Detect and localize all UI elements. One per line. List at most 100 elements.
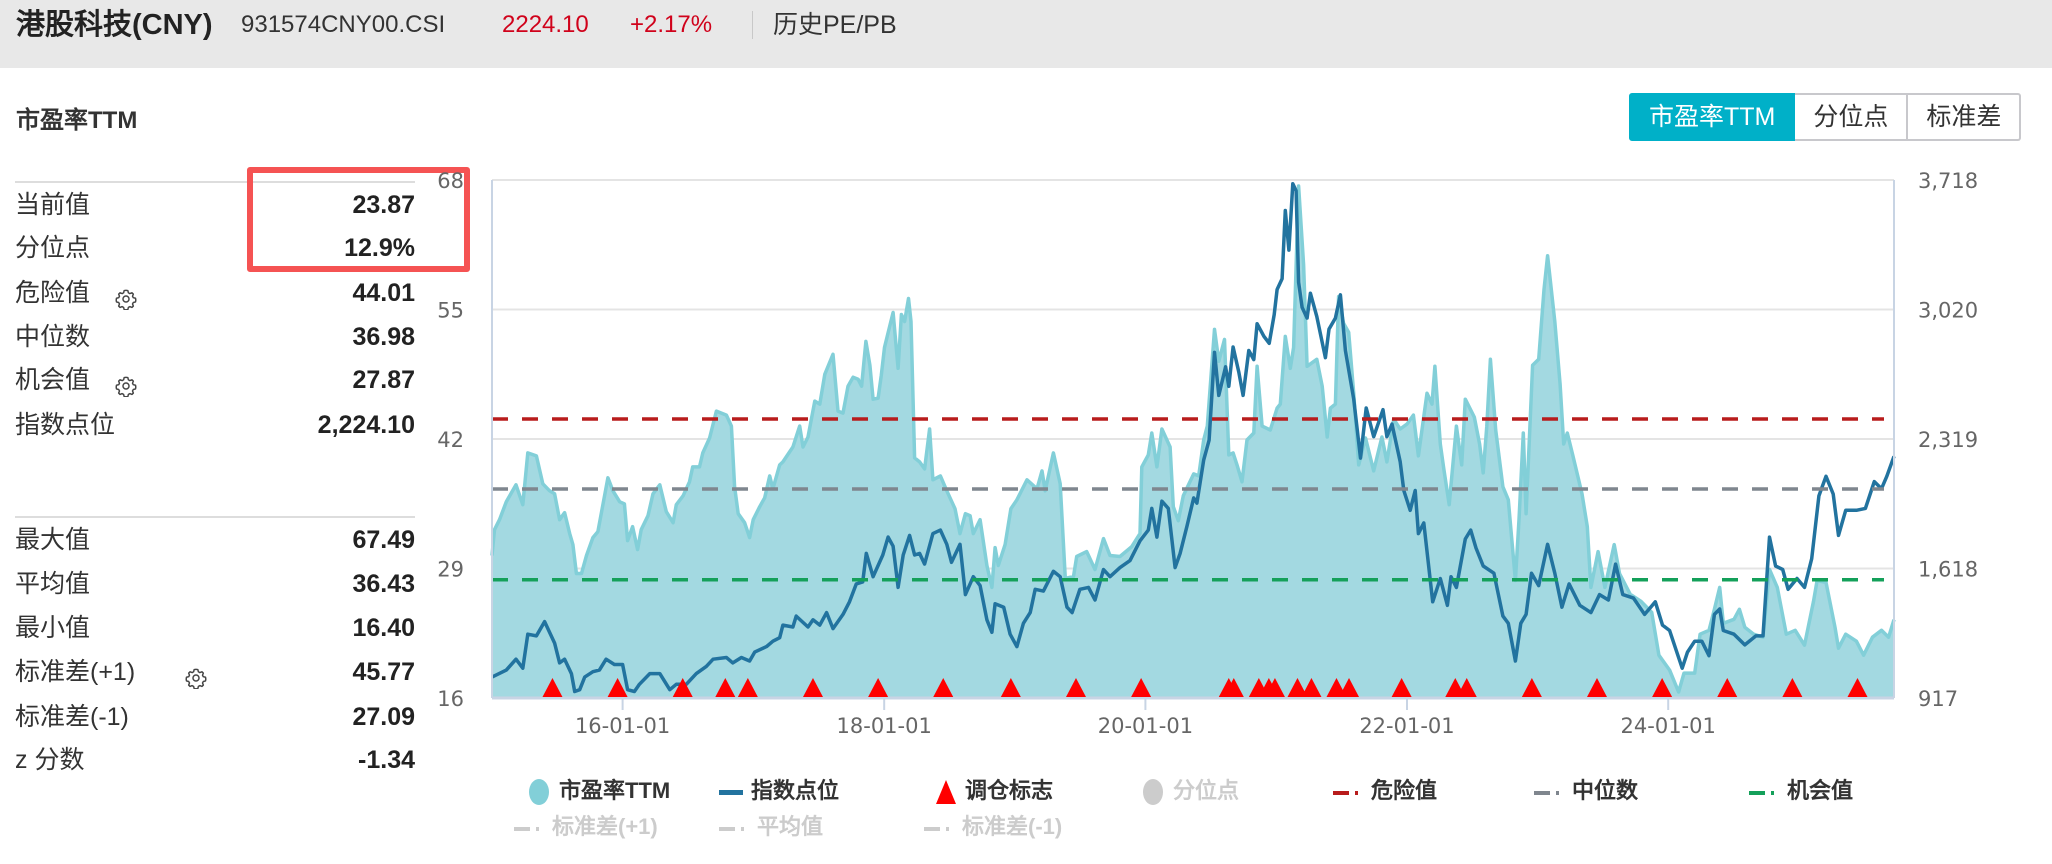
rebalance-marker	[1391, 678, 1412, 697]
stat-label: 指数点位	[15, 411, 116, 439]
history-pe-pb-link[interactable]: 历史PE/PB	[773, 11, 897, 39]
rebalance-marker	[1717, 678, 1738, 697]
rebalance-marker	[1326, 678, 1347, 697]
index-price: 2224.10	[502, 11, 589, 38]
rebalance-marker	[607, 678, 628, 697]
stat-value: 27.09	[352, 703, 415, 731]
legend-item[interactable]: 危险值	[1333, 776, 1437, 806]
stat-value: 67.49	[352, 526, 415, 554]
gear-icon[interactable]	[115, 282, 137, 311]
rebalance-marker	[1339, 678, 1360, 697]
stat-row: 危险值 44.01	[15, 273, 415, 313]
stat-row: 分位点 12.9%	[15, 228, 415, 268]
legend-item[interactable]: 指数点位	[719, 776, 839, 806]
stat-row: 最小值 16.40	[15, 608, 415, 648]
header-bar: 港股科技(CNY) 931574CNY00.CSI 2224.10 +2.17%…	[0, 0, 2052, 68]
stat-row: 中位数 36.98	[15, 317, 415, 357]
legend-item[interactable]: 调仓标志	[935, 776, 1053, 806]
y-left-tick-label: 55	[437, 299, 464, 323]
y-right-tick-label: 2,319	[1918, 428, 1978, 452]
stat-row: 标准差(-1) 27.09	[15, 697, 415, 737]
tab-percentile[interactable]: 分位点	[1795, 93, 1909, 141]
y-left-tick-label: 42	[437, 428, 464, 452]
stat-value: 2,224.10	[317, 411, 415, 439]
rebalance-marker	[802, 678, 823, 697]
stat-label: 分位点	[15, 234, 91, 262]
rebalance-marker	[1287, 678, 1308, 697]
legend-label: 标准差(+1)	[552, 814, 658, 839]
rebalance-marker	[868, 678, 889, 697]
stat-value: 16.40	[352, 614, 415, 642]
rebalance-marker	[1652, 678, 1673, 697]
rebalance-marker	[542, 678, 563, 697]
legend-label: 市盈率TTM	[559, 778, 671, 803]
legend-label: 指数点位	[751, 778, 840, 803]
legend-item[interactable]: 中位数	[1534, 776, 1638, 806]
circle-icon	[529, 779, 549, 806]
legend-label: 中位数	[1572, 778, 1639, 803]
rebalance-marker	[1000, 678, 1021, 697]
stat-row: 机会值 27.87	[15, 360, 415, 400]
x-tick-label: 22-01-01	[1359, 714, 1454, 738]
stat-value: 27.87	[352, 366, 415, 394]
y-right-tick-label: 1,618	[1918, 558, 1978, 582]
stat-row: 平均值 36.43	[15, 564, 415, 604]
legend-item[interactable]: 标准差(-1)	[924, 812, 1062, 842]
stats-divider	[15, 516, 415, 518]
stat-label: 最小值	[15, 614, 91, 642]
rebalance-marker	[1586, 678, 1607, 697]
stat-row: 指数点位 2,224.10	[15, 405, 415, 445]
dash-icon	[924, 827, 949, 832]
section-title: 市盈率TTM	[16, 107, 138, 134]
rebalance-marker	[1782, 678, 1803, 697]
triangle-icon	[936, 780, 956, 805]
legend-item[interactable]: 标准差(+1)	[514, 812, 658, 842]
gear-icon[interactable]	[185, 661, 207, 690]
index-name: 港股科技(CNY)	[16, 9, 213, 41]
stat-value: 36.98	[352, 323, 415, 351]
legend-label: 分位点	[1173, 778, 1240, 803]
stat-value: 45.77	[352, 658, 415, 686]
legend-label: 机会值	[1787, 778, 1854, 803]
index-code: 931574CNY00.CSI	[241, 11, 446, 38]
line-icon	[719, 790, 743, 796]
y-left-tick-label: 29	[437, 558, 464, 582]
legend-item[interactable]: 平均值	[719, 812, 823, 842]
stat-label: 机会值	[15, 366, 91, 394]
legend-item[interactable]: 机会值	[1749, 776, 1853, 806]
rebalance-marker	[1521, 678, 1542, 697]
x-tick-label: 18-01-01	[837, 714, 932, 738]
legend-label: 危险值	[1371, 778, 1438, 803]
rebalance-marker	[1264, 678, 1285, 697]
legend-item[interactable]: 市盈率TTM	[527, 776, 670, 806]
stat-label: 危险值	[15, 279, 91, 307]
y-left-tick-label: 68	[437, 169, 464, 193]
view-toggle: 市盈率TTM 分位点 标准差	[1629, 93, 2022, 141]
rebalance-marker	[1847, 678, 1868, 697]
x-tick-label: 24-01-01	[1621, 714, 1716, 738]
stat-label: 当前值	[15, 191, 91, 219]
tab-pe-ttm[interactable]: 市盈率TTM	[1629, 93, 1796, 141]
index-line	[491, 181, 1896, 694]
stat-value: -1.34	[358, 746, 415, 774]
stat-value: 12.9%	[344, 234, 415, 262]
x-tick-label: 20-01-01	[1098, 714, 1193, 738]
stat-row: 最大值 67.49	[15, 520, 415, 560]
y-right-tick-label: 3,020	[1918, 299, 1978, 323]
stat-label: 最大值	[15, 526, 91, 554]
rebalance-marker	[715, 678, 736, 697]
dash-icon	[514, 827, 539, 832]
dash-icon	[1534, 791, 1559, 796]
pe-line	[490, 184, 1896, 694]
pe-area	[492, 186, 1894, 698]
stats-divider	[15, 181, 415, 183]
legend-item[interactable]: 分位点	[1141, 776, 1239, 806]
header-divider	[752, 11, 753, 39]
x-tick-label: 16-01-01	[575, 714, 670, 738]
stat-label: 标准差(-1)	[15, 703, 129, 731]
rebalance-marker	[672, 678, 693, 697]
gear-icon[interactable]	[115, 369, 137, 398]
tab-std-dev[interactable]: 标准差	[1908, 93, 2022, 141]
stat-label: z 分数	[15, 746, 85, 774]
stat-value: 36.43	[352, 570, 415, 598]
